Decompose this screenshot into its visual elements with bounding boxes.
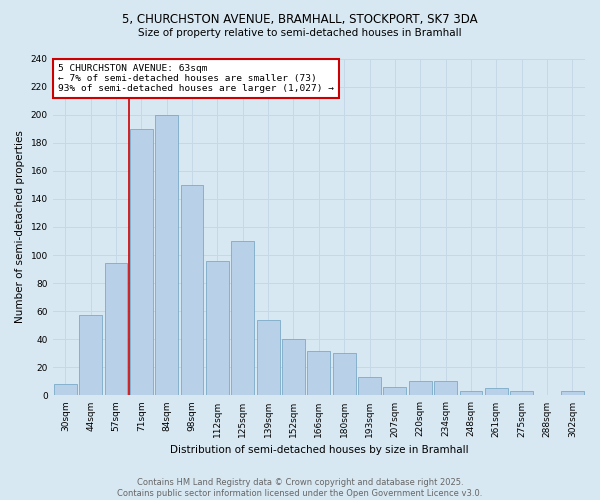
Text: Size of property relative to semi-detached houses in Bramhall: Size of property relative to semi-detach… [138, 28, 462, 38]
Bar [257, 320, 280, 396]
Bar [307, 350, 330, 396]
Bar [232, 241, 254, 396]
Text: 5, CHURCHSTON AVENUE, BRAMHALL, STOCKPORT, SK7 3DA: 5, CHURCHSTON AVENUE, BRAMHALL, STOCKPOR… [122, 12, 478, 26]
Text: Contains HM Land Registry data © Crown copyright and database right 2025.
Contai: Contains HM Land Registry data © Crown c… [118, 478, 482, 498]
X-axis label: Distribution of semi-detached houses by size in Bramhall: Distribution of semi-detached houses by … [170, 445, 468, 455]
Bar [130, 128, 153, 396]
Bar [358, 377, 381, 396]
Bar [434, 382, 457, 396]
Bar [206, 260, 229, 396]
Text: 5 CHURCHSTON AVENUE: 63sqm
← 7% of semi-detached houses are smaller (73)
93% of : 5 CHURCHSTON AVENUE: 63sqm ← 7% of semi-… [58, 64, 334, 94]
Y-axis label: Number of semi-detached properties: Number of semi-detached properties [15, 130, 25, 324]
Bar [460, 391, 482, 396]
Bar [333, 354, 356, 396]
Bar [409, 382, 431, 396]
Bar [155, 114, 178, 396]
Bar [510, 391, 533, 396]
Bar [282, 340, 305, 396]
Bar [54, 384, 77, 396]
Bar [79, 316, 102, 396]
Bar [561, 391, 584, 396]
Bar [104, 264, 127, 396]
Bar [383, 387, 406, 396]
Bar [181, 185, 203, 396]
Bar [485, 388, 508, 396]
